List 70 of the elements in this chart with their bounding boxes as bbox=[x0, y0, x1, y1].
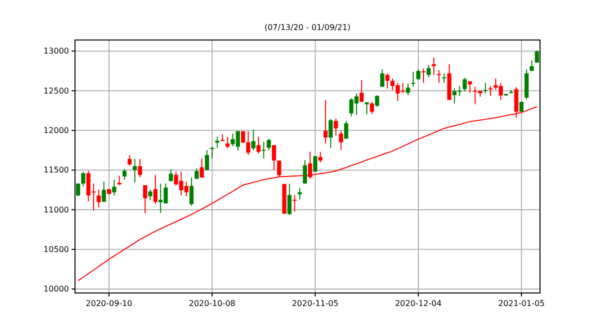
candlestick bbox=[132, 158, 137, 183]
candlestick bbox=[194, 168, 199, 180]
candlestick bbox=[292, 194, 297, 212]
x-tick-label: 2020-09-10 bbox=[86, 299, 132, 308]
candlestick bbox=[226, 136, 230, 149]
candlestick bbox=[272, 144, 276, 171]
candlestick bbox=[308, 151, 312, 180]
candlestick bbox=[96, 189, 101, 208]
candlestick bbox=[153, 174, 158, 204]
candlestick bbox=[128, 154, 132, 166]
x-tick-label: 2020-12-04 bbox=[395, 299, 442, 308]
candlestick bbox=[117, 175, 122, 186]
candlestick bbox=[200, 158, 204, 178]
candlestick bbox=[530, 60, 534, 72]
candlestick bbox=[442, 72, 446, 84]
candlestick bbox=[344, 120, 348, 140]
candlestick bbox=[148, 189, 152, 201]
candlestick bbox=[360, 80, 364, 102]
x-tick-label: 2021-01-05 bbox=[498, 299, 545, 308]
candlestick bbox=[277, 160, 282, 178]
chart-title: (07/13/20 - 01/09/21) bbox=[264, 23, 351, 32]
candlestick bbox=[287, 183, 292, 216]
candlestick bbox=[421, 68, 426, 84]
candlestick bbox=[215, 136, 220, 148]
candlestick bbox=[432, 56, 436, 76]
candlestick bbox=[76, 183, 80, 197]
candlestick bbox=[370, 101, 374, 115]
candlestick bbox=[468, 80, 472, 94]
candlestick bbox=[81, 171, 86, 187]
candlestick bbox=[256, 136, 261, 154]
candlestick bbox=[102, 181, 106, 202]
candlestick bbox=[246, 130, 250, 156]
candlestick bbox=[334, 118, 338, 136]
candlestick bbox=[143, 184, 148, 214]
y-tick-label: 11500 bbox=[44, 166, 69, 175]
x-tick-label: 2020-11-05 bbox=[292, 299, 338, 308]
candlestick bbox=[122, 168, 127, 180]
candlestick bbox=[534, 50, 539, 64]
x-tick-label: 2020-10-08 bbox=[188, 299, 236, 308]
candlestick bbox=[204, 150, 210, 171]
candlestick bbox=[262, 141, 266, 160]
candlestick bbox=[436, 70, 442, 84]
candlestick bbox=[138, 158, 142, 178]
candlestick bbox=[380, 68, 384, 88]
y-tick-label: 10500 bbox=[44, 244, 69, 254]
candlestick bbox=[298, 187, 302, 200]
candlestick bbox=[323, 99, 328, 144]
candlestick bbox=[462, 77, 467, 92]
candlestick bbox=[302, 160, 307, 184]
candlestick bbox=[416, 68, 420, 80]
candlestick bbox=[266, 138, 271, 151]
candlestick bbox=[251, 129, 256, 151]
y-tick-label: 11000 bbox=[44, 205, 69, 214]
y-tick-label: 10000 bbox=[44, 284, 69, 294]
candlestick bbox=[313, 156, 318, 172]
y-tick-label: 13000 bbox=[44, 46, 69, 56]
y-tick-label: 12000 bbox=[44, 126, 69, 135]
candlestick bbox=[426, 64, 431, 78]
candlestick bbox=[318, 151, 322, 164]
y-tick-label: 12500 bbox=[44, 86, 69, 96]
candlestick bbox=[328, 118, 333, 148]
candlestick bbox=[112, 179, 116, 196]
candlestick bbox=[338, 130, 344, 150]
candlestick bbox=[385, 72, 390, 89]
candlestick bbox=[375, 94, 380, 108]
candlestick bbox=[189, 177, 194, 206]
candlestick bbox=[483, 82, 488, 94]
candlestick bbox=[406, 83, 410, 96]
candlestick bbox=[411, 71, 416, 88]
candlestick bbox=[488, 86, 493, 96]
